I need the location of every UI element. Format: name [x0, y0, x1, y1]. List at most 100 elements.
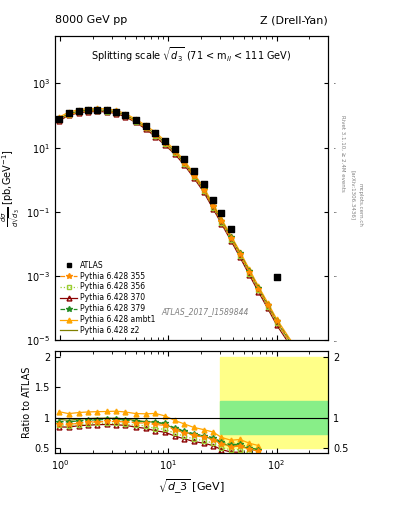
Pythia 6.428 356	[123, 113, 127, 119]
Pythia 6.428 356	[229, 237, 233, 243]
Y-axis label: $\frac{d\sigma}{d\sqrt{d_3}}$ [pb,GeV$^{-1}$]: $\frac{d\sigma}{d\sqrt{d_3}}$ [pb,GeV$^{…	[0, 150, 24, 227]
Pythia 6.428 356	[173, 150, 177, 156]
Pythia 6.428 370	[247, 272, 252, 278]
Pythia 6.428 370	[256, 289, 261, 295]
Pythia 6.428 z2	[133, 118, 138, 124]
Pythia 6.428 z2	[290, 342, 295, 348]
X-axis label: $\sqrt{d\_3}$ [GeV]: $\sqrt{d\_3}$ [GeV]	[158, 477, 225, 496]
Line: Pythia 6.428 355: Pythia 6.428 355	[56, 108, 312, 371]
Pythia 6.428 355	[247, 269, 252, 275]
ATLAS	[162, 137, 168, 145]
Pythia 6.428 355	[211, 203, 215, 209]
Pythia 6.428 z2	[238, 251, 242, 257]
Pythia 6.428 ambt1	[133, 116, 138, 122]
Line: Pythia 6.428 ambt1: Pythia 6.428 ambt1	[57, 106, 312, 368]
Pythia 6.428 356	[77, 110, 81, 116]
Pythia 6.428 355	[229, 235, 233, 241]
Pythia 6.428 370	[153, 134, 158, 140]
Pythia 6.428 356	[265, 304, 270, 310]
Pythia 6.428 379	[191, 172, 196, 178]
Text: Splitting scale $\sqrt{d_3}$ (71 < m$_{ll}$ < 111 GeV): Splitting scale $\sqrt{d_3}$ (71 < m$_{l…	[91, 45, 292, 64]
Pythia 6.428 355	[191, 173, 196, 179]
Y-axis label: Ratio to ATLAS: Ratio to ATLAS	[22, 366, 32, 438]
Pythia 6.428 370	[211, 206, 215, 212]
Pythia 6.428 ambt1	[114, 108, 118, 114]
ATLAS	[143, 122, 149, 131]
Pythia 6.428 ambt1	[307, 362, 311, 368]
Line: Pythia 6.428 356: Pythia 6.428 356	[57, 109, 311, 372]
Pythia 6.428 356	[256, 287, 261, 293]
Pythia 6.428 ambt1	[95, 105, 99, 112]
Pythia 6.428 379	[219, 218, 224, 224]
ATLAS	[218, 209, 224, 218]
Pythia 6.428 ambt1	[274, 316, 279, 322]
Pythia 6.428 356	[182, 161, 186, 167]
Pythia 6.428 ambt1	[201, 184, 206, 190]
Pythia 6.428 379	[85, 108, 90, 114]
Pythia 6.428 z2	[85, 107, 90, 113]
Pythia 6.428 356	[57, 117, 61, 123]
Pythia 6.428 379	[247, 268, 252, 274]
ATLAS	[210, 196, 216, 204]
ATLAS	[172, 145, 178, 153]
Pythia 6.428 355	[114, 110, 118, 116]
Pythia 6.428 ambt1	[247, 266, 252, 272]
Pythia 6.428 z2	[123, 112, 127, 118]
Pythia 6.428 355	[265, 302, 270, 308]
Pythia 6.428 355	[153, 132, 158, 138]
Pythia 6.428 355	[238, 251, 242, 258]
Pythia 6.428 379	[274, 317, 279, 324]
Pythia 6.428 379	[238, 250, 242, 257]
Pythia 6.428 z2	[114, 109, 118, 115]
Pythia 6.428 z2	[247, 268, 252, 274]
Pythia 6.428 370	[290, 346, 295, 352]
Pythia 6.428 z2	[265, 302, 270, 308]
Pythia 6.428 z2	[211, 203, 215, 209]
Pythia 6.428 379	[211, 203, 215, 209]
Pythia 6.428 379	[153, 131, 158, 137]
Pythia 6.428 355	[104, 108, 109, 114]
Pythia 6.428 355	[66, 112, 71, 118]
Pythia 6.428 ambt1	[191, 170, 196, 176]
ATLAS	[56, 115, 62, 123]
ATLAS	[152, 129, 158, 137]
Pythia 6.428 379	[173, 148, 177, 155]
Pythia 6.428 ambt1	[173, 146, 177, 153]
ATLAS	[228, 225, 234, 233]
Pythia 6.428 370	[274, 322, 279, 328]
Pythia 6.428 379	[307, 364, 311, 370]
Pythia 6.428 355	[123, 113, 127, 119]
Pythia 6.428 356	[66, 112, 71, 118]
Pythia 6.428 ambt1	[182, 157, 186, 163]
Pythia 6.428 379	[77, 109, 81, 115]
Pythia 6.428 z2	[182, 159, 186, 165]
Pythia 6.428 355	[307, 365, 311, 371]
Pythia 6.428 355	[162, 140, 167, 146]
Line: Pythia 6.428 370: Pythia 6.428 370	[57, 109, 312, 374]
Pythia 6.428 355	[274, 318, 279, 325]
Pythia 6.428 379	[256, 285, 261, 291]
Pythia 6.428 370	[238, 254, 242, 260]
Pythia 6.428 z2	[143, 124, 148, 131]
Pythia 6.428 379	[104, 108, 109, 114]
Pythia 6.428 356	[143, 125, 148, 132]
Pythia 6.428 370	[95, 109, 99, 115]
ATLAS	[191, 167, 197, 175]
Pythia 6.428 z2	[274, 318, 279, 325]
ATLAS	[181, 155, 187, 163]
Pythia 6.428 356	[211, 205, 215, 211]
Pythia 6.428 ambt1	[153, 129, 158, 135]
Pythia 6.428 z2	[256, 286, 261, 292]
Pythia 6.428 356	[95, 108, 99, 114]
Pythia 6.428 379	[201, 186, 206, 192]
Text: 8000 GeV pp: 8000 GeV pp	[55, 15, 127, 25]
Pythia 6.428 356	[133, 119, 138, 125]
Pythia 6.428 379	[265, 302, 270, 308]
Pythia 6.428 356	[201, 188, 206, 194]
Pythia 6.428 379	[57, 116, 61, 122]
Pythia 6.428 ambt1	[238, 249, 242, 255]
Pythia 6.428 z2	[104, 108, 109, 114]
Pythia 6.428 370	[85, 109, 90, 115]
ATLAS	[113, 108, 119, 116]
Pythia 6.428 ambt1	[219, 216, 224, 222]
